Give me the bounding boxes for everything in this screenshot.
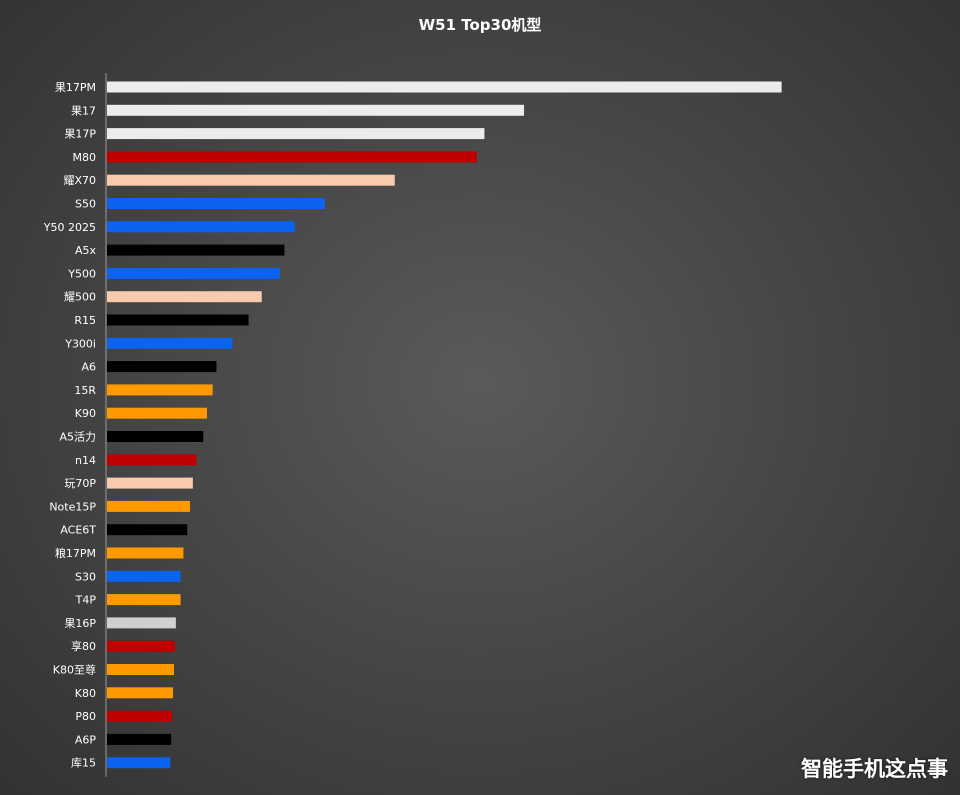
bar [107, 314, 249, 326]
category-label: A5x [75, 244, 97, 257]
bar [107, 361, 217, 373]
category-label: 果16P [64, 617, 96, 630]
category-label: 果17 [71, 104, 96, 117]
bar [107, 617, 176, 629]
category-label: K80至尊 [53, 663, 96, 677]
bar [107, 128, 485, 140]
category-label: K90 [75, 407, 96, 420]
bar [107, 198, 325, 209]
category-label: 耀X70 [63, 174, 96, 187]
watermark: 智能手机这点事 [801, 757, 948, 781]
chart-title: W51 Top30机型 [418, 16, 542, 34]
category-label: 15R [74, 384, 96, 397]
bar [107, 151, 477, 163]
category-label: Y500 [67, 267, 96, 280]
category-label: K80 [75, 687, 96, 700]
bar [107, 524, 188, 536]
category-label: S30 [75, 570, 96, 583]
category-label: 玩70P [64, 477, 96, 490]
category-label: S50 [75, 198, 96, 211]
category-label: R15 [74, 314, 96, 327]
category-label: A6P [75, 733, 97, 746]
bar [107, 384, 213, 396]
category-label: A6 [81, 361, 96, 374]
category-label: A5活力 [59, 431, 96, 444]
bar [107, 431, 204, 442]
bar [107, 221, 295, 233]
bar [107, 664, 174, 675]
bar [107, 640, 175, 652]
bar [107, 687, 174, 699]
bar [107, 267, 280, 279]
category-label: n14 [75, 454, 96, 467]
category-label: T4P [75, 594, 97, 607]
category-label: ACE6T [60, 524, 96, 537]
bar [107, 710, 173, 722]
bar [107, 454, 197, 466]
bar [107, 337, 233, 349]
bar [107, 570, 181, 582]
bar [107, 757, 171, 769]
category-label: Y50 2025 [43, 221, 96, 234]
category-label: 果17PM [55, 81, 96, 94]
bar [107, 244, 285, 256]
bar [107, 407, 208, 419]
bar [107, 81, 782, 93]
category-label: P80 [75, 710, 96, 723]
bar [107, 594, 181, 606]
bar [107, 174, 395, 186]
bar [107, 291, 262, 303]
bar [107, 500, 191, 512]
bar [107, 104, 525, 116]
category-label: 粮17PM [55, 546, 96, 560]
bar [107, 477, 193, 489]
bar [107, 547, 184, 559]
category-label: M80 [73, 151, 97, 164]
bar [107, 733, 172, 745]
category-label: Note15P [49, 500, 96, 513]
category-label: 耀500 [64, 291, 96, 304]
category-label: 享80 [71, 639, 96, 653]
category-label: Y300i [64, 337, 96, 350]
category-label: 果17P [64, 128, 96, 141]
category-label: 库15 [71, 757, 96, 770]
